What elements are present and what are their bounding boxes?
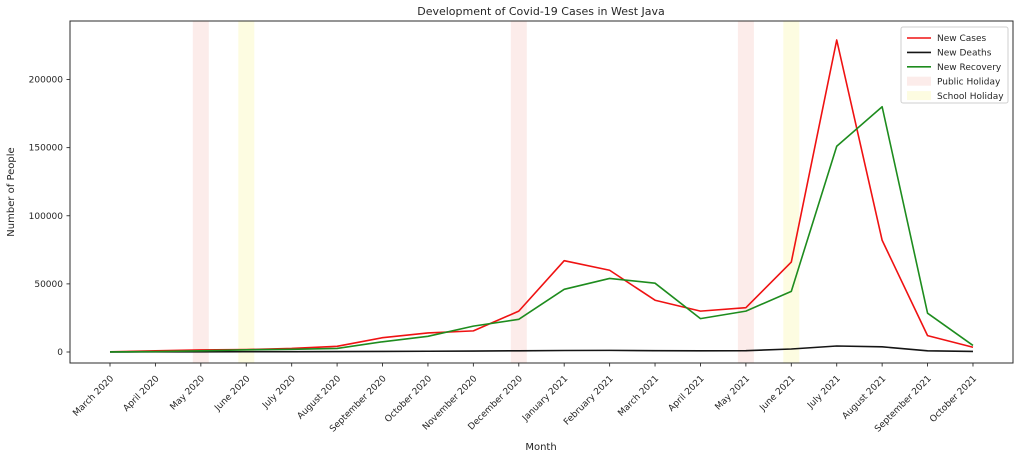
x-tick-labels: March 2020 April 2020 May 2020 June 2020 Jul… — [71, 374, 979, 435]
legend: New Cases New Deaths New Recovery Public Ho… — [900, 26, 1009, 104]
y-tick-label: 200000 — [29, 76, 64, 86]
legend-label: New Cases — [937, 34, 987, 44]
x-tick-label: June 2020 — [213, 374, 253, 414]
legend-item: Public Holiday — [907, 76, 1001, 87]
x-tick-label: August 2020 — [296, 374, 344, 422]
y-tick-label: 100000 — [29, 212, 64, 222]
x-tick-label: April 2021 — [667, 374, 707, 414]
legend-swatch-public-holiday — [907, 76, 931, 86]
y-tick-label: 50000 — [34, 280, 63, 290]
x-tick-label: April 2020 — [122, 374, 162, 414]
x-tick-label: July 2021 — [805, 374, 842, 411]
x-tick-label: May 2020 — [169, 374, 208, 413]
plot-frame — [69, 20, 1014, 364]
school-holiday-band — [783, 21, 800, 363]
y-tick-labels: 0 50000 100000 150000 200000 — [29, 76, 64, 359]
legend-swatch-school-holiday — [907, 91, 931, 101]
y-tick-label: 0 — [57, 348, 63, 358]
legend-item: New Cases — [907, 34, 987, 44]
series-line-new-deaths — [109, 345, 973, 353]
school-holiday-band — [238, 21, 255, 363]
axis-ticks — [66, 79, 974, 367]
legend-item: New Deaths — [907, 49, 992, 59]
holiday-bands — [192, 21, 800, 363]
x-tick-label: February 2021 — [562, 374, 615, 427]
y-tick-label: 150000 — [29, 144, 64, 154]
x-tick-label: August 2021 — [841, 374, 889, 422]
public-holiday-band — [737, 21, 754, 363]
x-tick-label: March 2021 — [616, 374, 661, 419]
x-tick-label: May 2021 — [714, 374, 752, 412]
x-tick-label: January 2021 — [520, 374, 570, 424]
public-holiday-band — [510, 21, 527, 363]
public-holiday-band — [192, 21, 209, 363]
legend-item: School Holiday — [907, 91, 1004, 102]
legend-label: New Deaths — [937, 49, 992, 59]
y-axis-label: Number of People — [6, 147, 17, 236]
x-tick-label: October 2021 — [928, 374, 979, 425]
legend-label: New Recovery — [937, 63, 1002, 73]
x-tick-label: July 2020 — [260, 374, 298, 412]
series-lines — [109, 39, 974, 353]
legend-label: School Holiday — [937, 92, 1004, 102]
x-tick-label: October 2020 — [383, 374, 434, 425]
legend-label: Public Holiday — [937, 77, 1001, 87]
series-line-new-recovery — [109, 105, 974, 353]
legend-item: New Recovery — [907, 63, 1002, 73]
x-tick-label: March 2020 — [71, 374, 116, 419]
chart-title: Development of Covid-19 Cases in West Ja… — [417, 5, 665, 18]
x-tick-label: June 2021 — [758, 374, 798, 414]
x-axis-label: Month — [525, 442, 556, 453]
